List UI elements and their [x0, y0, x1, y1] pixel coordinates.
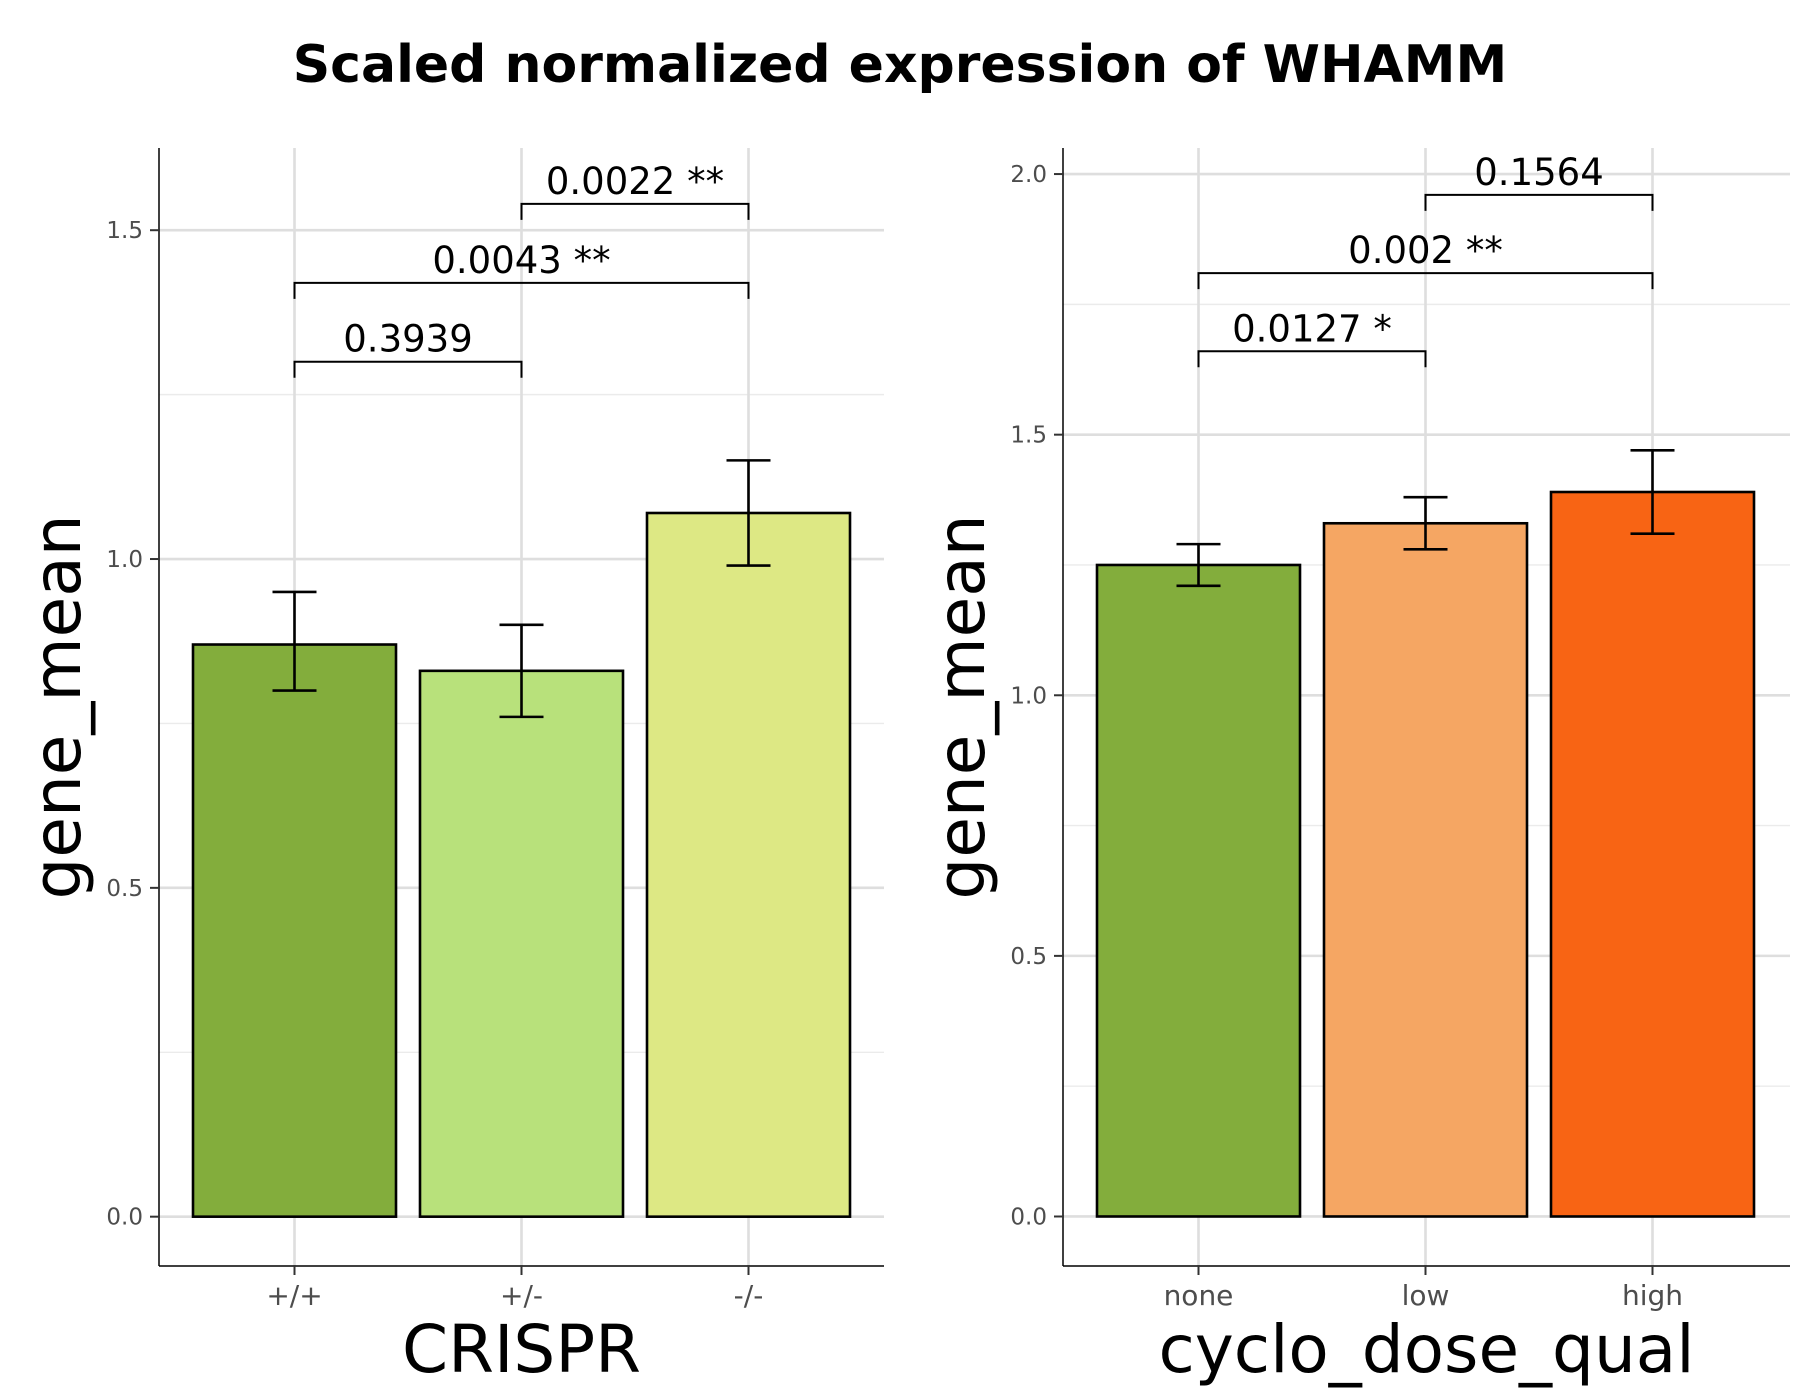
chart-title: Scaled normalized expression of WHAMM [293, 35, 1508, 95]
p-value-label: 0.002 ** [1348, 229, 1503, 272]
error-bar [499, 623, 544, 719]
error-bar [1630, 449, 1675, 535]
x-tick-label: -/- [734, 1279, 764, 1312]
error-bar [1176, 542, 1221, 588]
error-bar [1403, 495, 1448, 551]
bar-+/+ [191, 643, 398, 1218]
x-tick-label: low [1402, 1279, 1450, 1312]
p-value-label: 0.3939 [343, 318, 472, 361]
x-tick-label: +/+ [266, 1279, 322, 1312]
error-bar [726, 459, 771, 567]
significance-bracket: 0.002 ** [1197, 229, 1654, 290]
x-axis-title: CRISPR [402, 1311, 641, 1388]
panel-crispr: 0.3939 0.0043 ** 0.0022 ** 0.0 0.5 1.0 1.5 +/+ +… [19, 148, 884, 1388]
p-value-label: 0.0127 * [1232, 307, 1392, 350]
error-bar [272, 590, 317, 692]
y-tick-label: 1.5 [1010, 423, 1047, 449]
x-tick-label: +/- [500, 1279, 543, 1312]
panel-cyclo-dose: 0.0127 * 0.002 ** 0.1564 0.0 0.5 1.0 1.5 2.0 non… [923, 148, 1790, 1388]
y-tick-label: 2.0 [1010, 162, 1047, 188]
significance-bracket: 0.3939 [293, 318, 523, 378]
x-tick-label: high [1622, 1279, 1683, 1312]
y-tick-label: 0.5 [1010, 944, 1047, 970]
p-value-label: 0.0022 ** [546, 160, 724, 203]
y-axis-title: gene_mean [19, 514, 96, 899]
y-tick-label: 1.0 [1010, 683, 1047, 709]
bar-high [1549, 490, 1756, 1218]
x-tick-label: none [1164, 1279, 1234, 1312]
y-tick-label: 1.5 [106, 218, 143, 244]
y-tick-label: 1.0 [106, 547, 143, 573]
y-tick-label: 0.0 [1010, 1204, 1047, 1230]
p-value-label: 0.1564 [1474, 151, 1603, 194]
bar-low [1322, 521, 1529, 1218]
significance-bracket: 0.0022 ** [520, 160, 750, 220]
bar-+/- [418, 669, 625, 1218]
y-tick-label: 0.0 [106, 1205, 143, 1231]
x-axis-title: cyclo_dose_qual [1158, 1311, 1694, 1388]
bar--/- [645, 511, 852, 1218]
y-axis-title: gene_mean [923, 514, 1000, 899]
significance-bracket: 0.0127 * [1197, 307, 1427, 368]
y-tick-label: 0.5 [106, 876, 143, 902]
p-value-label: 0.0043 ** [432, 239, 610, 282]
significance-bracket: 0.1564 [1424, 151, 1654, 211]
significance-bracket: 0.0043 ** [293, 239, 750, 299]
bar-none [1095, 563, 1302, 1218]
